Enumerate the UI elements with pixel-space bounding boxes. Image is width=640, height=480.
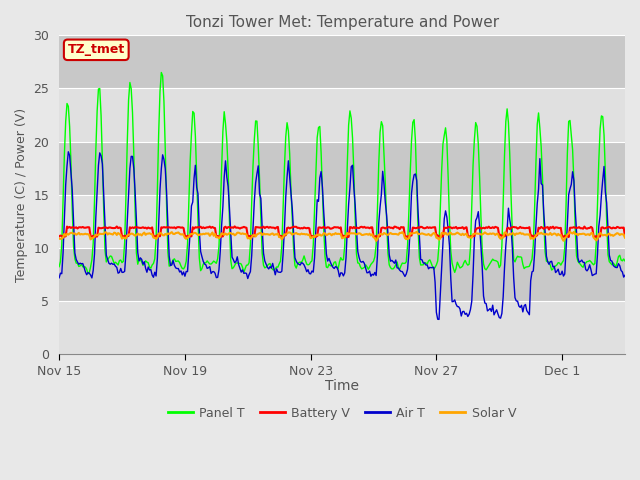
Text: TZ_tmet: TZ_tmet (68, 43, 125, 56)
Legend: Panel T, Battery V, Air T, Solar V: Panel T, Battery V, Air T, Solar V (163, 402, 521, 425)
X-axis label: Time: Time (325, 379, 359, 393)
Y-axis label: Temperature (C) / Power (V): Temperature (C) / Power (V) (15, 108, 28, 282)
Title: Tonzi Tower Met: Temperature and Power: Tonzi Tower Met: Temperature and Power (186, 15, 499, 30)
Bar (59, 195, 625, 248)
Bar (59, 142, 625, 195)
Bar (59, 301, 625, 354)
Bar (59, 248, 625, 301)
Bar (59, 36, 625, 88)
Bar (59, 88, 625, 142)
